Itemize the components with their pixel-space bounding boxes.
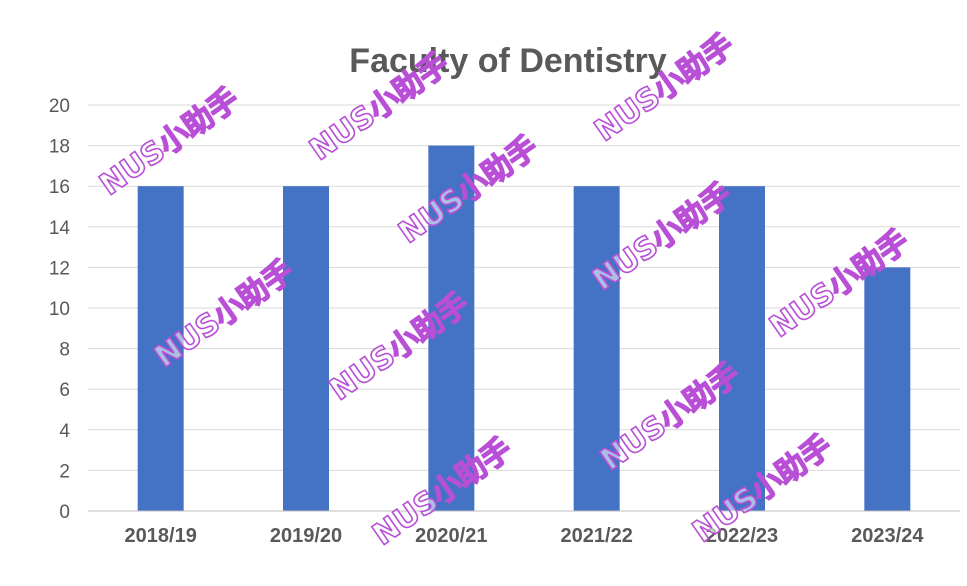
y-tick-label: 2	[59, 461, 70, 482]
y-tick-label: 12	[49, 258, 70, 279]
bar	[864, 267, 911, 511]
chart-title: Faculty of Dentistry	[349, 42, 666, 80]
bar	[428, 145, 475, 511]
x-tick-label: 2022/23	[706, 525, 778, 547]
y-tick-label: 16	[49, 177, 70, 198]
x-tick-label: 2020/21	[415, 525, 487, 547]
x-axis-ticks: 2018/19 2019/20 2020/21 2021/22 2022/23 2023/…	[125, 525, 925, 547]
bar	[573, 186, 620, 511]
y-tick-label: 20	[49, 96, 70, 117]
watermark-text: NUS小助手	[94, 82, 246, 203]
x-tick-label: 2018/19	[125, 525, 197, 547]
bar	[137, 186, 184, 511]
y-tick-label: 8	[59, 340, 70, 361]
x-tick-label: 2021/22	[561, 525, 633, 547]
x-tick-label: 2023/24	[851, 525, 924, 547]
y-tick-label: 6	[59, 380, 70, 401]
y-axis-ticks: 0 2 4 6 8 10 12 14 16 18 20	[49, 96, 71, 523]
bar	[283, 186, 329, 511]
y-tick-label: 14	[49, 218, 71, 239]
y-tick-label: 4	[59, 421, 70, 442]
gridlines	[88, 104, 960, 471]
x-tick-label: 2019/20	[270, 525, 342, 547]
y-tick-label: 10	[49, 299, 70, 320]
bar	[719, 186, 765, 511]
y-tick-label: 18	[49, 137, 70, 158]
bars	[137, 145, 911, 511]
y-tick-label: 0	[59, 502, 70, 523]
